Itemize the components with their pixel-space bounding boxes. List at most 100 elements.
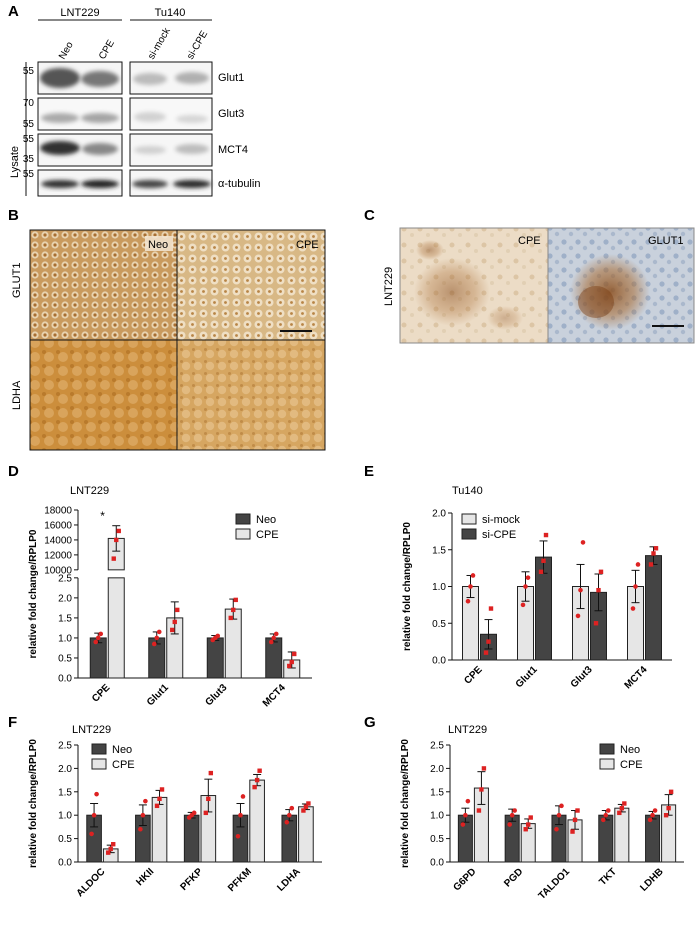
y-tick-label: 0.0	[432, 656, 446, 667]
row-label-lnt229: LNT229	[383, 267, 395, 306]
legend-label: Neo	[256, 514, 276, 526]
data-point	[233, 597, 238, 603]
data-point	[203, 810, 209, 816]
chart-panel-e: Tu140 relative fold change/RPLP0 0.0 0.5 1.0…	[402, 485, 672, 691]
legend-label: CPE	[256, 529, 279, 541]
y-tick-label: 18000	[44, 506, 72, 517]
data-point	[228, 615, 233, 621]
bar	[645, 814, 661, 863]
data-point	[286, 812, 292, 818]
data-point	[630, 606, 636, 611]
legend-label: CPE	[620, 759, 643, 771]
panel-a: A LNT229 Tu140 Neo CPE si-mock si-CPE Ly…	[8, 3, 260, 197]
data-point	[572, 817, 578, 823]
y-tick-label: 1.5	[58, 787, 72, 798]
data-point	[206, 796, 211, 802]
bar	[151, 796, 168, 863]
blot-label-glut1: Glut1	[218, 72, 244, 84]
legend-label: Neo	[112, 744, 132, 756]
data-point	[284, 819, 290, 825]
x-tick-label: LDHA	[275, 866, 302, 893]
ihc-tile-cpe-ldha	[176, 339, 326, 451]
blot-label-tubulin: α-tubulin	[218, 178, 260, 190]
x-tick-label: LDHB	[638, 866, 665, 893]
data-point	[470, 573, 476, 578]
data-point	[603, 812, 609, 818]
legend-label: Neo	[620, 744, 640, 756]
data-point	[570, 829, 575, 834]
data-point	[252, 784, 257, 790]
legend-swatch	[91, 743, 107, 755]
data-point	[541, 558, 546, 563]
x-tick-label: MCT4	[261, 682, 288, 709]
data-point	[647, 817, 653, 823]
data-point	[543, 532, 549, 538]
data-point	[507, 822, 512, 827]
y-tick-label: 0.0	[58, 858, 72, 869]
x-tick-label: HKII	[134, 866, 156, 888]
data-point	[479, 787, 484, 792]
mw-marker: 55	[23, 66, 35, 77]
y-tick-label: 1.0	[430, 811, 444, 822]
data-point	[254, 777, 260, 783]
data-point	[292, 651, 297, 657]
x-tick-label: PGD	[502, 866, 525, 889]
data-point	[159, 787, 165, 792]
legend-swatch	[461, 528, 477, 540]
y-tick-label: 2.0	[58, 764, 72, 775]
data-point	[528, 815, 533, 820]
chart-panel-f: LNT229 relative fold change/RPLP0 0.0 0.5 1.…	[28, 724, 322, 899]
x-tick-label: MCT4	[623, 664, 650, 691]
data-point	[512, 808, 517, 813]
y-tick-label: 0.0	[430, 858, 444, 869]
tile-label-cpe: CPE	[296, 239, 319, 251]
data-point	[509, 812, 515, 818]
data-point	[114, 537, 119, 543]
x-tick-label: CPE	[90, 682, 113, 705]
data-point	[556, 812, 562, 818]
y-tick-label: 12000	[44, 550, 72, 561]
legend-label: CPE	[112, 759, 135, 771]
y-tick-label: 2.0	[430, 764, 444, 775]
data-point	[652, 808, 658, 813]
data-point	[111, 556, 116, 561]
data-point	[476, 808, 482, 813]
chart-title: Tu140	[452, 485, 483, 497]
data-point	[235, 833, 241, 839]
data-point	[287, 663, 292, 669]
bar	[281, 814, 298, 863]
y-tick-label: 2.5	[58, 573, 72, 584]
bar	[249, 779, 265, 863]
data-point	[240, 794, 246, 799]
data-point	[301, 808, 306, 813]
bar	[614, 807, 630, 863]
y-tick-label: 1.5	[58, 613, 72, 624]
y-tick-label: 1.0	[58, 811, 72, 822]
ihc-tile-cpe-glut1	[176, 229, 326, 341]
data-point	[303, 804, 309, 809]
bar	[206, 637, 224, 679]
data-point	[289, 805, 295, 811]
y-tick-label: 0.5	[58, 653, 72, 664]
data-point	[525, 575, 531, 580]
blot-row-glut3: Glut3 70 55	[23, 97, 244, 131]
tile-label-neo: Neo	[148, 239, 168, 251]
chart-title: LNT229	[70, 485, 109, 497]
panel-label-g: G	[364, 714, 376, 731]
data-point	[668, 789, 674, 794]
blot-label-mct4: MCT4	[218, 144, 248, 156]
lane-label-si-cpe: si-CPE	[185, 29, 210, 62]
blot-label-glut3: Glut3	[218, 108, 244, 120]
data-point	[598, 569, 604, 574]
mw-marker: 70	[23, 98, 35, 109]
data-point	[154, 635, 160, 641]
lane-label-neo: Neo	[57, 40, 76, 62]
row-label-glut1: GLUT1	[11, 263, 23, 298]
data-point	[650, 812, 655, 818]
data-point	[526, 822, 531, 827]
row-label-ldha: LDHA	[11, 380, 23, 410]
data-point	[663, 813, 669, 818]
data-point	[172, 619, 177, 625]
y-tick-label: 0.5	[430, 834, 444, 845]
data-point	[154, 803, 160, 809]
